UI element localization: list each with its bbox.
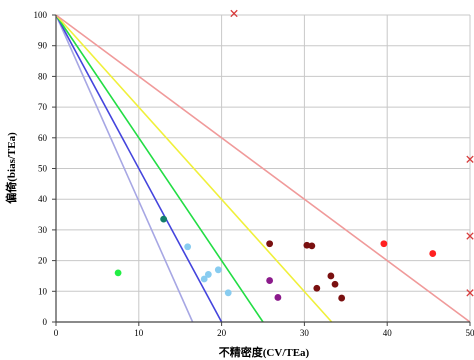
x-marker-point xyxy=(230,9,238,18)
x-marker-stroke xyxy=(466,155,474,163)
x-tick-label: 10 xyxy=(134,328,144,338)
data-point xyxy=(429,250,437,257)
data-point xyxy=(200,275,208,283)
y-tick-label: 0 xyxy=(43,317,48,327)
reference-lines xyxy=(55,14,471,323)
tick-labels: 0 10 20 30 40 50 0 10 20 30 40 50 60 70 80 90 100 xyxy=(34,10,474,338)
reference-line-1 xyxy=(55,14,194,323)
y-tick-label: 70 xyxy=(38,102,48,112)
y-axis-title: 偏倚(bias/TEa) xyxy=(4,132,18,204)
y-tick-label: 80 xyxy=(38,71,48,81)
x-marker-stroke xyxy=(466,289,474,297)
axes xyxy=(52,14,471,326)
y-tick-label: 50 xyxy=(38,164,48,174)
reference-line-3 xyxy=(55,14,264,323)
data-point xyxy=(214,266,222,274)
data-point xyxy=(160,215,168,223)
y-tick-label: 10 xyxy=(38,286,48,296)
data-points xyxy=(114,9,474,302)
data-point xyxy=(266,240,274,248)
x-marker-point xyxy=(466,289,474,297)
data-point xyxy=(184,243,192,251)
x-marker-stroke xyxy=(230,9,238,18)
y-tick-label: 60 xyxy=(38,133,48,143)
data-point xyxy=(331,280,339,288)
x-marker-point xyxy=(466,155,474,163)
x-marker-stroke xyxy=(466,232,474,240)
y-tick-label: 30 xyxy=(38,225,48,235)
y-tick-label: 20 xyxy=(38,256,48,266)
y-tick-label: 40 xyxy=(38,194,48,204)
data-point xyxy=(327,272,335,280)
data-point xyxy=(114,269,122,277)
data-point xyxy=(338,294,346,302)
x-tick-label: 40 xyxy=(383,328,393,338)
x-tick-label: 20 xyxy=(217,328,227,338)
data-point xyxy=(303,241,311,249)
data-point xyxy=(313,284,321,292)
x-marker-point xyxy=(466,232,474,240)
data-point xyxy=(380,240,388,248)
data-point xyxy=(204,271,212,278)
x-tick-label: 0 xyxy=(54,328,59,338)
x-tick-label: 50 xyxy=(466,328,474,338)
reference-line-4 xyxy=(55,14,333,323)
data-point xyxy=(224,289,232,297)
x-axis-title: 不精密度(CV/TEa) xyxy=(219,345,310,359)
y-tick-label: 90 xyxy=(38,41,48,51)
reference-line-2 xyxy=(55,14,223,323)
data-point xyxy=(274,294,282,301)
data-point xyxy=(308,242,316,250)
reference-line-5 xyxy=(55,14,471,323)
data-point xyxy=(266,277,274,284)
y-tick-label: 100 xyxy=(34,10,48,20)
x-tick-label: 30 xyxy=(300,328,310,338)
grid xyxy=(56,14,471,322)
